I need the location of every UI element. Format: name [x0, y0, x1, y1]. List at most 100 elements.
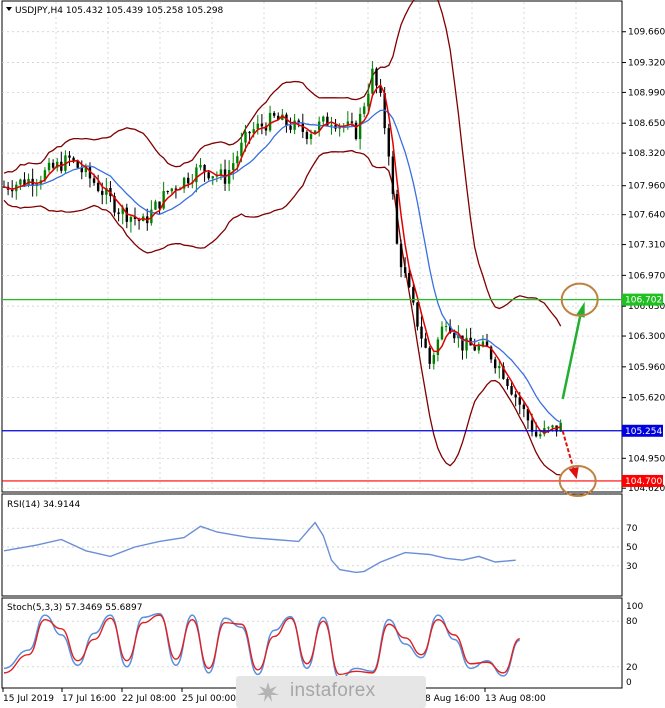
candle-body	[162, 191, 165, 209]
time-axis: 15 Jul 2019 17 Jul 16:00 22 Jul 08:00 25 Ju…	[2, 688, 546, 704]
forecast-up-arrowhead	[575, 301, 585, 318]
candle-body	[420, 326, 423, 339]
price-tick-label: 104.950	[628, 454, 665, 464]
candle-body	[10, 189, 14, 192]
candle-body	[444, 326, 448, 328]
candle-body	[371, 68, 374, 94]
candle-body	[387, 128, 390, 157]
candle-body	[301, 123, 305, 132]
candle-body	[76, 160, 79, 168]
candle-body	[219, 169, 223, 176]
candle-body	[170, 188, 174, 192]
candle-body	[358, 113, 362, 140]
level-price-tag	[622, 424, 663, 437]
moving-averages	[3, 84, 562, 434]
dropdown-triangle-icon[interactable]	[6, 7, 12, 11]
price-axis: 109.660 109.320 108.990 108.650 108.320 107.9…	[622, 28, 665, 494]
ma-fast-line	[3, 84, 561, 434]
time-tick-label: 15 Jul 2019	[3, 694, 54, 704]
price-panel-frame	[1, 0, 623, 493]
candle-body	[305, 131, 309, 140]
candle-body	[432, 355, 435, 364]
candle-body	[129, 216, 133, 222]
rsi-tick-label: 50	[626, 543, 638, 553]
candle-body	[494, 359, 497, 369]
price-tick-label: 108.650	[628, 119, 665, 129]
candle-body	[522, 404, 526, 410]
price-tick-label: 108.990	[628, 88, 665, 98]
instaforex-logo-icon	[257, 682, 279, 702]
price-tick-label: 105.960	[628, 363, 665, 373]
candle-body	[187, 177, 190, 184]
candle-body	[534, 431, 538, 437]
rsi-title: RSI(14) 34.9144	[7, 500, 80, 510]
candle-body	[23, 179, 26, 186]
candle-body	[272, 112, 276, 116]
price-tick-label: 107.310	[628, 241, 665, 251]
candle-body	[72, 157, 75, 161]
candle-body	[277, 115, 280, 120]
stoch-tick-label: 20	[626, 663, 638, 673]
candle-body	[395, 193, 399, 244]
candle-body	[260, 123, 264, 127]
candle-body	[448, 326, 452, 333]
time-tick-label: 8 Aug 16:00	[425, 694, 480, 704]
candle-body	[506, 378, 509, 386]
rsi-indicator: 70 50 30	[2, 521, 638, 574]
candle-body	[240, 142, 243, 157]
candle-body	[313, 130, 317, 135]
rsi-tick-label: 30	[626, 562, 638, 572]
price-tick-label: 106.970	[628, 271, 665, 281]
candle-body	[485, 341, 489, 347]
candle-body	[101, 190, 104, 195]
candle-body	[375, 68, 378, 86]
candle-body	[367, 93, 370, 107]
candle-body	[453, 332, 456, 339]
candle-body	[350, 121, 354, 123]
level-price-label: 104.700	[625, 477, 662, 487]
candle-body	[88, 167, 92, 179]
candle-body	[232, 163, 235, 171]
candle-body	[19, 179, 22, 185]
price-tick-label: 105.620	[628, 394, 665, 404]
candle-body	[92, 178, 96, 183]
candle-body	[248, 131, 251, 134]
candle-body	[408, 273, 411, 288]
candle-body	[293, 120, 296, 130]
candle-body	[203, 164, 206, 173]
candle-body	[412, 287, 415, 303]
candle-body	[518, 397, 521, 405]
watermark: instaforex	[236, 676, 426, 708]
symbol-title: USDJPY,H4 105.432 105.439 105.258 105.29…	[15, 6, 224, 16]
candle-body	[547, 427, 550, 429]
candle-body	[465, 337, 468, 351]
watermark-text: instaforex	[290, 680, 376, 701]
price-tick-label: 109.660	[628, 28, 665, 38]
stoch-tick-label: 0	[626, 678, 632, 688]
candle-body	[236, 156, 239, 164]
candle-body	[207, 172, 210, 179]
candle-body	[526, 409, 530, 421]
candle-body	[428, 347, 431, 364]
candle-body	[256, 123, 259, 130]
candle-body	[399, 243, 403, 268]
candle-body	[154, 201, 157, 210]
candle-body	[166, 191, 169, 193]
candle-body	[322, 116, 325, 122]
candle-body	[289, 125, 292, 130]
price-tick-label: 107.960	[628, 182, 665, 192]
rsi-tick-label: 70	[626, 524, 638, 534]
stoch-tick-label: 80	[626, 617, 638, 627]
candle-body	[264, 126, 268, 131]
price-tick-label: 109.320	[628, 59, 665, 69]
forecast-annotations	[558, 282, 599, 497]
candle-body	[403, 267, 407, 274]
candle-body	[354, 122, 358, 140]
candle-body	[268, 112, 272, 131]
candle-body	[96, 182, 100, 191]
candle-body	[489, 346, 493, 360]
bollinger-lower	[3, 149, 561, 476]
forecast-down-arrowhead	[568, 466, 579, 479]
level-price-tag	[622, 474, 663, 487]
